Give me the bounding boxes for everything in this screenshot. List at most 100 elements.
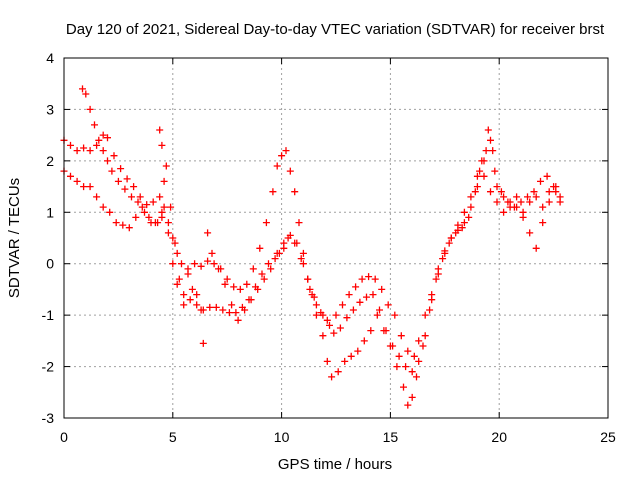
data-point <box>358 275 366 283</box>
y-tick-label: 3 <box>46 101 54 117</box>
data-point <box>306 285 314 293</box>
data-point <box>173 280 181 288</box>
data-point <box>164 229 172 237</box>
data-point <box>99 131 107 139</box>
data-point <box>484 126 492 134</box>
data-point <box>378 285 386 293</box>
data-point <box>112 219 120 227</box>
x-tick-label: 15 <box>383 429 399 445</box>
y-tick-label: 2 <box>46 153 54 169</box>
data-point <box>489 147 497 155</box>
data-point <box>513 203 521 211</box>
data-point <box>132 213 140 221</box>
data-point <box>193 301 201 309</box>
data-point <box>221 280 229 288</box>
data-point <box>493 183 501 191</box>
data-point <box>128 193 135 201</box>
data-point <box>79 85 86 93</box>
data-point <box>125 224 133 232</box>
data-point <box>404 401 412 409</box>
data-point <box>93 141 101 149</box>
data-point <box>204 229 212 237</box>
y-tick-label: 4 <box>46 50 54 66</box>
data-point <box>532 193 540 201</box>
data-point <box>234 316 242 324</box>
y-tick-label: 0 <box>46 256 54 272</box>
data-point <box>232 309 240 317</box>
data-point <box>345 291 353 299</box>
data-point <box>123 175 131 183</box>
data-point <box>80 183 88 191</box>
data-point <box>530 188 538 196</box>
data-point <box>410 352 418 360</box>
data-point <box>141 208 148 216</box>
data-point <box>160 177 168 185</box>
data-point <box>236 285 244 293</box>
data-point <box>117 165 125 173</box>
data-point <box>173 249 181 257</box>
data-point <box>169 234 177 242</box>
data-point <box>471 188 479 196</box>
data-point <box>108 167 116 175</box>
data-point <box>500 193 508 201</box>
data-point <box>341 357 349 365</box>
data-point <box>415 337 423 345</box>
data-point <box>332 311 340 319</box>
data-point <box>326 321 333 329</box>
data-point <box>156 193 164 201</box>
data-point <box>376 306 383 314</box>
data-point <box>415 357 423 365</box>
data-point <box>312 301 320 309</box>
data-point <box>356 298 364 306</box>
data-point <box>299 260 307 268</box>
data-point <box>467 203 475 211</box>
data-point <box>404 347 412 355</box>
data-point <box>238 303 246 311</box>
data-point <box>252 283 259 291</box>
data-point <box>184 270 192 278</box>
data-point <box>339 301 346 309</box>
data-point <box>299 249 307 257</box>
data-point <box>114 177 122 185</box>
data-point <box>349 306 357 314</box>
data-point <box>543 172 551 180</box>
data-point <box>297 255 305 263</box>
axis-ticks <box>63 57 609 419</box>
data-point <box>99 203 107 211</box>
data-point <box>363 293 370 301</box>
data-point <box>482 147 490 155</box>
data-point <box>136 193 144 201</box>
data-point <box>526 198 534 206</box>
data-point <box>312 311 320 319</box>
grid <box>64 58 608 418</box>
data-point <box>487 188 494 196</box>
data-point <box>319 332 327 340</box>
data-point <box>156 126 164 134</box>
data-point <box>545 188 553 196</box>
data-point <box>539 203 547 211</box>
data-point <box>428 296 436 304</box>
data-point <box>439 255 447 263</box>
data-point <box>273 162 281 170</box>
data-point <box>86 147 94 155</box>
data-point <box>360 337 368 345</box>
data-point <box>271 255 279 263</box>
data-point <box>517 198 525 206</box>
data-point <box>199 339 207 347</box>
data-point <box>110 152 118 160</box>
data-point <box>493 198 501 206</box>
data-point <box>175 275 183 283</box>
data-point <box>280 244 288 252</box>
x-tick-label: 25 <box>600 429 616 445</box>
data-point <box>93 193 101 201</box>
data-point <box>275 249 283 257</box>
data-point <box>134 198 142 206</box>
data-point <box>391 311 399 319</box>
data-point <box>465 213 473 221</box>
data-point <box>454 226 462 234</box>
data-point <box>260 275 268 283</box>
y-tick-label: 1 <box>46 204 54 220</box>
data-point <box>389 342 397 350</box>
